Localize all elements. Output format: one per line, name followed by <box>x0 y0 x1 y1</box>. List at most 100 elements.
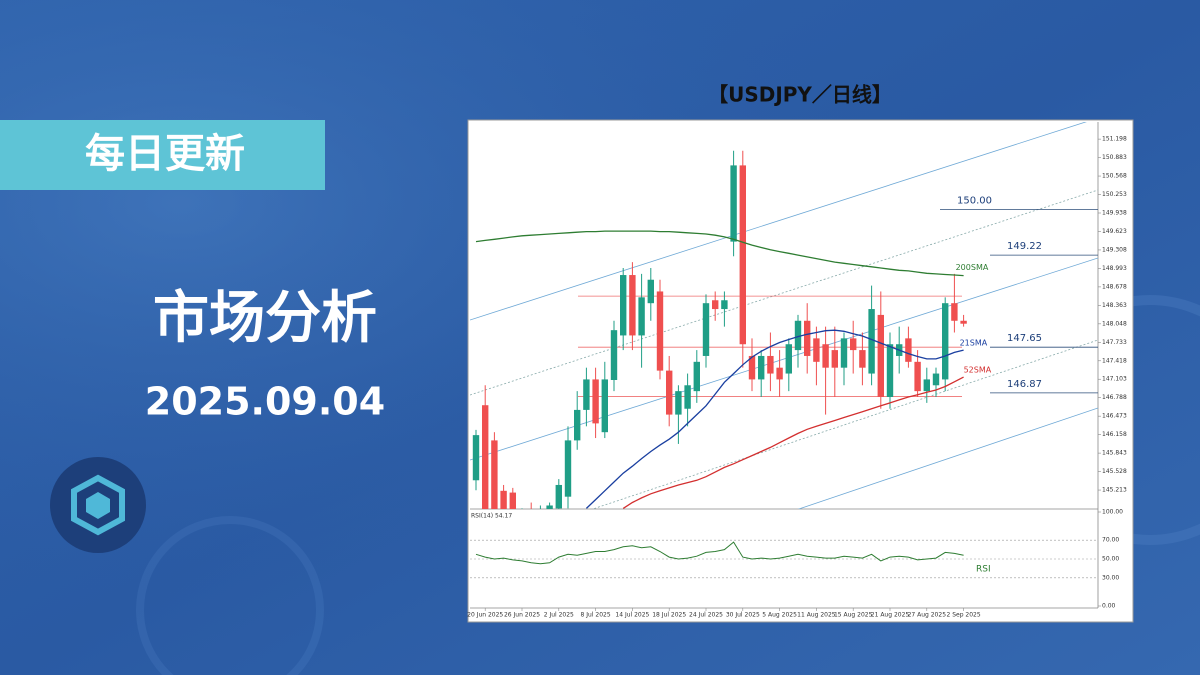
candle-body <box>785 344 792 374</box>
level-label: 147.65 <box>1007 333 1042 344</box>
candle-body <box>601 379 608 433</box>
tag: 每日更新 <box>85 131 245 177</box>
ma-line <box>585 329 964 509</box>
candle-body <box>932 373 940 386</box>
y-tick-label: 149.623 <box>1102 228 1127 235</box>
y-tick-label: 148.993 <box>1102 265 1127 272</box>
candle-body <box>877 314 884 398</box>
ma-label: 52SMA <box>964 366 992 375</box>
y-tick-label: 147.733 <box>1102 339 1127 346</box>
x-tick-label: 30 Jul 2025 <box>726 612 760 619</box>
x-tick-label: 14 Jul 2025 <box>615 612 649 619</box>
headline: 市场分析 <box>153 286 377 351</box>
candle-body <box>610 330 618 380</box>
candle-body <box>721 300 728 310</box>
logo <box>50 457 146 553</box>
level-label: 146.87 <box>1007 379 1042 390</box>
x-tick-label: 21 Aug 2025 <box>871 612 910 619</box>
y-tick-label: 150.883 <box>1102 154 1127 161</box>
y-tick-label: 149.938 <box>1102 210 1127 217</box>
ma-label: 200SMA <box>956 263 989 272</box>
y-tick-label: 150.253 <box>1102 191 1127 198</box>
y-tick-label: 146.473 <box>1102 413 1127 420</box>
candle-body <box>813 338 820 362</box>
logo-mark <box>71 474 125 536</box>
y-tick-label: 151.198 <box>1102 136 1127 143</box>
candle-body <box>859 350 866 368</box>
channel-line <box>591 339 1098 509</box>
y-tick-label: 145.213 <box>1102 487 1127 494</box>
x-tick-label: 5 Aug 2025 <box>762 612 797 619</box>
x-tick-label: 18 Jul 2025 <box>652 612 686 619</box>
candle-body <box>574 409 581 441</box>
tag-box <box>0 120 325 190</box>
level-label: 149.22 <box>1007 241 1042 252</box>
candle-body <box>629 275 636 336</box>
candle-body <box>748 355 756 380</box>
chart-title: 【USDJPY／日线】 <box>708 83 892 107</box>
candle-body <box>868 309 875 374</box>
logo-mark <box>86 492 110 519</box>
rsi-line <box>475 541 964 565</box>
candle-body <box>647 279 654 304</box>
x-tick-label: 27 Aug 2025 <box>908 612 947 619</box>
candle-body <box>942 303 949 380</box>
candle-body <box>951 303 958 321</box>
y-tick-label: 147.418 <box>1102 357 1127 364</box>
x-tick-label: 26 Jun 2025 <box>504 612 540 619</box>
y-tick-label: 148.048 <box>1102 320 1127 327</box>
candle-body <box>960 320 967 324</box>
y-tick-label: 150.568 <box>1102 173 1127 180</box>
x-tick-label: 8 Jul 2025 <box>581 612 611 619</box>
chart-frame <box>467 119 1134 623</box>
candle-body <box>564 440 572 497</box>
candle-body <box>730 165 737 242</box>
candle-body <box>675 391 682 415</box>
x-tick-label: 15 Aug 2025 <box>834 612 873 619</box>
candle-body <box>500 490 507 509</box>
x-tick-label: 24 Jul 2025 <box>689 612 723 619</box>
candle-body <box>739 165 746 345</box>
rsi-tick-label: 100.00 <box>1102 509 1123 516</box>
candle-body <box>776 367 783 380</box>
y-tick-label: 145.528 <box>1102 468 1127 475</box>
candle-body <box>684 385 691 409</box>
rsi-tick-label: 0.00 <box>1102 603 1116 610</box>
candle-body <box>509 492 516 509</box>
rsi-tick-label: 30.00 <box>1102 574 1119 581</box>
candle-body <box>583 379 590 410</box>
candle-body <box>923 379 930 392</box>
candle-body <box>905 338 912 362</box>
y-tick-label: 147.103 <box>1102 376 1127 383</box>
candle-body <box>656 291 664 371</box>
x-tick-label: 2 Jul 2025 <box>544 612 574 619</box>
candle-body <box>666 370 673 415</box>
ma-line <box>622 376 964 509</box>
candle-body <box>831 350 838 368</box>
y-tick-label: 148.363 <box>1102 302 1127 309</box>
candle-body <box>758 355 765 380</box>
candle-body <box>804 320 811 356</box>
y-tick-label: 149.308 <box>1102 246 1127 253</box>
candle-body <box>794 320 802 351</box>
rsi-tick-label: 50.00 <box>1102 556 1119 563</box>
channel-line <box>470 122 1087 321</box>
x-tick-label: 20 Jun 2025 <box>467 612 503 619</box>
channel-line <box>797 407 1098 509</box>
candle-body <box>712 300 719 310</box>
candle-body <box>592 379 599 424</box>
candle-body <box>886 344 894 398</box>
decor <box>136 516 324 679</box>
candle-body <box>693 361 700 392</box>
date: 2025.09.04 <box>145 380 385 424</box>
x-tick-label: 11 Aug 2025 <box>797 612 836 619</box>
y-tick-label: 146.158 <box>1102 431 1127 438</box>
rsi-title: RSI(14) 54.17 <box>471 513 512 520</box>
plot <box>472 150 967 509</box>
candle-body <box>546 505 553 509</box>
candle-body <box>555 484 562 509</box>
level-label: 150.00 <box>957 195 992 206</box>
candle-body <box>638 297 645 336</box>
candle-body <box>472 435 480 481</box>
